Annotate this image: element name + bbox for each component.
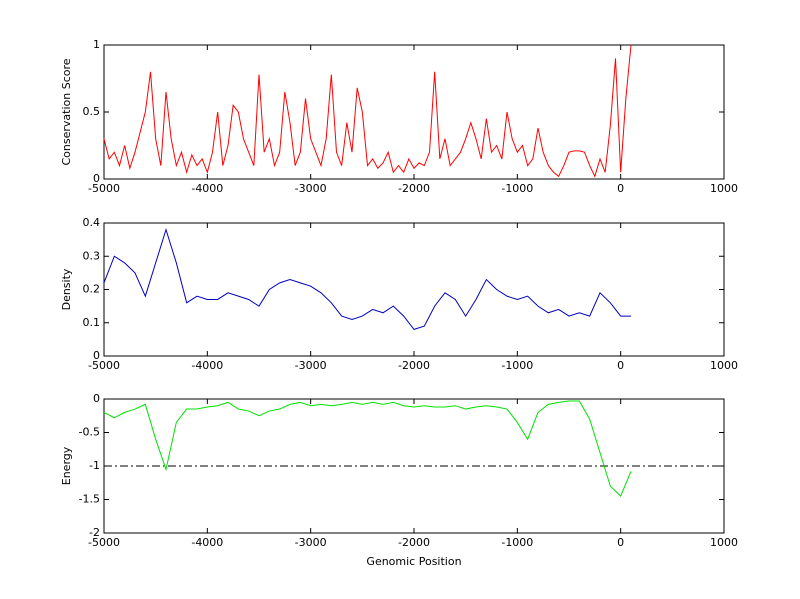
y-tick-label: 0.2 (83, 283, 101, 296)
x-tick-label: -5000 (88, 359, 120, 372)
y-tick-label: 0.3 (83, 249, 101, 262)
x-tick-label: -4000 (191, 182, 223, 195)
y-axis-label: Energy (60, 446, 73, 485)
x-tick-label: 1000 (710, 182, 738, 195)
y-tick-label: -1 (89, 459, 100, 472)
y-tick-label: 0.1 (83, 316, 101, 329)
x-tick-label: -2000 (398, 182, 430, 195)
x-tick-label: -4000 (191, 536, 223, 549)
x-tick-label: -3000 (295, 359, 327, 372)
y-tick-label: 0.5 (83, 105, 101, 118)
data-line (103, 44, 632, 178)
y-tick-label: 1 (93, 38, 100, 51)
x-tick-label: 0 (617, 359, 624, 372)
axes-box (103, 222, 725, 357)
x-tick-label: 1000 (710, 536, 738, 549)
x-tick-label: 0 (617, 182, 624, 195)
x-tick-label: -2000 (398, 536, 430, 549)
x-tick-label: 1000 (710, 359, 738, 372)
y-axis-label: Density (60, 268, 73, 310)
y-tick-label: -2 (89, 526, 100, 539)
y-tick-label: 0 (93, 349, 100, 362)
x-tick-label: -2000 (398, 359, 430, 372)
x-tick-label: 0 (617, 536, 624, 549)
x-tick-label: -1000 (501, 182, 533, 195)
y-axis-label: Conservation Score (60, 58, 73, 165)
x-tick-label: -3000 (295, 536, 327, 549)
x-tick-label: -4000 (191, 359, 223, 372)
y-tick-label: -0.5 (79, 426, 100, 439)
x-tick-label: -5000 (88, 182, 120, 195)
y-tick-label: -1.5 (79, 493, 100, 506)
data-line (103, 227, 631, 330)
x-tick-label: -1000 (501, 359, 533, 372)
x-tick-label: -1000 (501, 536, 533, 549)
x-axis-label: Genomic Position (366, 555, 461, 568)
axes-box (103, 44, 725, 180)
x-tick-label: -3000 (295, 182, 327, 195)
data-line (103, 400, 632, 498)
x-tick-label: -5000 (88, 536, 120, 549)
y-tick-label: 0 (93, 172, 100, 185)
y-tick-label: 0.4 (83, 216, 101, 229)
y-tick-label: 0 (93, 392, 100, 405)
